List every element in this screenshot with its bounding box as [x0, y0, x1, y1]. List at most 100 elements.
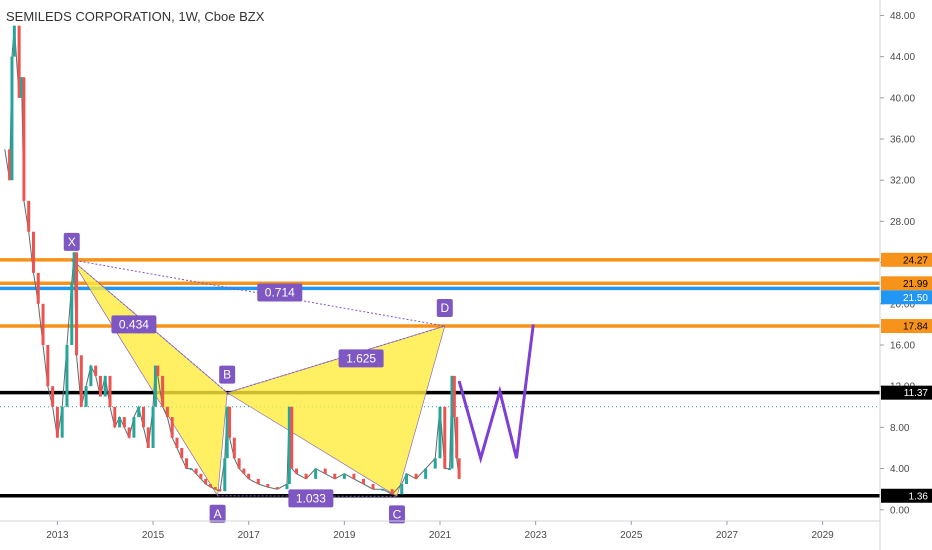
price-candle: [333, 473, 337, 479]
price-candle: [247, 473, 251, 479]
price-candle: [433, 458, 437, 469]
price-candle: [256, 478, 260, 485]
point-label-box: [388, 505, 405, 524]
price-candle: [98, 375, 102, 397]
price-candle: [8, 149, 12, 181]
price-tag-label: 1.36: [909, 491, 929, 502]
ratio-labels: 0.434 0.714 1.625 1.033: [111, 283, 384, 508]
projection-path: [457, 324, 535, 464]
price-candle: [84, 386, 88, 407]
price-candle: [352, 473, 356, 479]
y-tick-label: 40.00: [890, 93, 915, 104]
horizontal-levels: [0, 258, 880, 498]
price-candle: [232, 437, 236, 459]
pattern-diagonal-2: [227, 325, 445, 394]
price-candle: [266, 484, 270, 488]
price-candle: [60, 406, 64, 438]
price-candle: [46, 344, 50, 387]
point-label-d: D: [440, 301, 449, 315]
price-candle: [161, 375, 165, 407]
price-tag-label: 24.27: [903, 255, 928, 266]
price-candle: [438, 406, 442, 459]
point-label-a: A: [214, 507, 222, 521]
price-candle: [41, 303, 45, 345]
price-candle: [10, 56, 14, 181]
price-candle: [151, 406, 155, 448]
point-label-box: [209, 504, 226, 523]
x-tick-label: 2019: [333, 530, 356, 541]
y-tick-label: 36.00: [890, 135, 915, 146]
y-tick-label: 4.00: [890, 464, 910, 475]
ratio-label-box: [288, 489, 334, 508]
price-candle: [223, 458, 227, 492]
price-candle: [371, 484, 375, 490]
point-label-c: C: [393, 507, 402, 521]
price-candle: [452, 375, 456, 418]
price-candle: [304, 473, 308, 479]
x-tick-label: 2025: [620, 530, 643, 541]
point-label-x: X: [68, 235, 76, 249]
price-tag-label: 17.84: [903, 322, 928, 333]
price-candle: [31, 231, 35, 273]
price-candle: [153, 365, 157, 407]
price-candle: [208, 484, 212, 488]
price-candle: [213, 487, 217, 490]
price-series: [4, 25, 461, 495]
price-candle: [400, 484, 404, 495]
price-candle: [51, 386, 55, 407]
pattern-point-labels: X A B C D: [63, 232, 453, 524]
x-tick-label: 2017: [238, 530, 261, 541]
price-candle: [79, 355, 83, 407]
price-candle: [287, 406, 291, 485]
price-candle: [323, 468, 327, 474]
y-tick-label: 44.00: [890, 52, 915, 63]
price-candle: [156, 365, 160, 376]
price-candle: [342, 473, 346, 479]
price-candle: [94, 365, 98, 376]
price-candle: [390, 489, 394, 495]
price-tag-box: [881, 276, 932, 291]
price-candle: [108, 375, 112, 407]
price-candle: [137, 406, 141, 418]
y-axis: 0.004.008.0012.0016.0020.0024.0028.0032.…: [879, 0, 915, 550]
price-candle: [405, 473, 409, 485]
ratio-label-text: 1.033: [296, 491, 326, 505]
ratio-label-box: [338, 349, 384, 368]
price-candle: [17, 25, 21, 98]
price-candle: [22, 77, 26, 201]
price-candle: [228, 406, 232, 438]
price-tag-box: [881, 385, 932, 400]
price-candle: [89, 365, 93, 387]
price-candle: [146, 427, 150, 448]
price-candle: [448, 468, 452, 471]
price-candle: [424, 468, 428, 479]
chart-title: SEMILEDS CORPORATION, 1W, Cboe BZX: [6, 9, 265, 24]
price-candle: [199, 473, 203, 479]
price-candle: [237, 458, 241, 469]
ratio-label-text: 0.434: [119, 317, 149, 331]
price-candle: [141, 406, 145, 428]
price-tag-label: 21.50: [903, 293, 928, 304]
price-candle: [275, 487, 279, 490]
y-tick-label: 16.00: [890, 340, 915, 351]
price-candle: [189, 468, 193, 471]
price-candle: [122, 417, 126, 428]
price-candle: [27, 200, 31, 232]
price-candle: [314, 468, 318, 479]
price-candle: [113, 406, 117, 428]
x-tick-label: 2015: [142, 530, 165, 541]
point-label-box: [219, 365, 236, 384]
price-candle: [290, 406, 294, 469]
x-tick-label: 2029: [811, 530, 834, 541]
point-label-box: [436, 299, 453, 318]
price-candle: [65, 344, 69, 407]
price-candle: [175, 437, 179, 448]
y-tick-label: 28.00: [890, 217, 915, 228]
x-tick-label: 2027: [716, 530, 739, 541]
price-candle: [218, 489, 222, 492]
price-candle: [165, 406, 169, 418]
pattern-triangle-bcd: [226, 325, 446, 497]
price-candle: [443, 406, 447, 469]
y-tick-label: 20.00: [890, 299, 915, 310]
